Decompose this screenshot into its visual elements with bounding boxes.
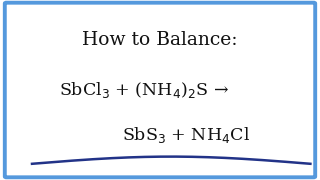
FancyBboxPatch shape (5, 3, 315, 177)
Text: How to Balance:: How to Balance: (82, 31, 238, 49)
Text: SbCl$_3$ + (NH$_4$)$_2$S →: SbCl$_3$ + (NH$_4$)$_2$S → (59, 80, 229, 100)
Text: SbS$_3$ + NH$_4$Cl: SbS$_3$ + NH$_4$Cl (122, 125, 250, 145)
